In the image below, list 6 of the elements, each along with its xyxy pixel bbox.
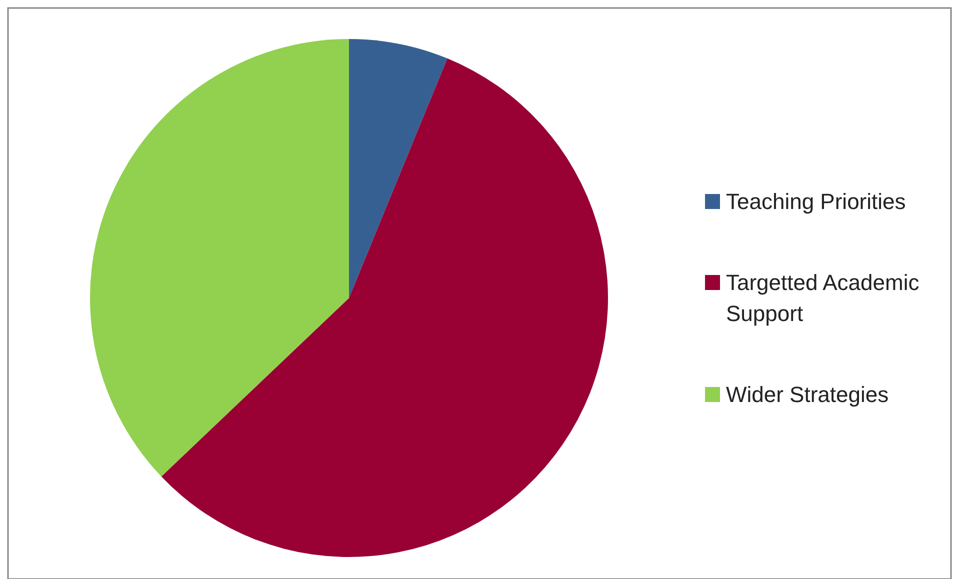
pie-slice [349, 39, 448, 298]
pie-slice [161, 58, 608, 557]
legend-label: Wider Strategies [726, 382, 889, 407]
legend-label: Targetted Academic Support [726, 270, 920, 326]
legend-label: Teaching Priorities [726, 189, 906, 214]
pie-slice [90, 39, 349, 476]
